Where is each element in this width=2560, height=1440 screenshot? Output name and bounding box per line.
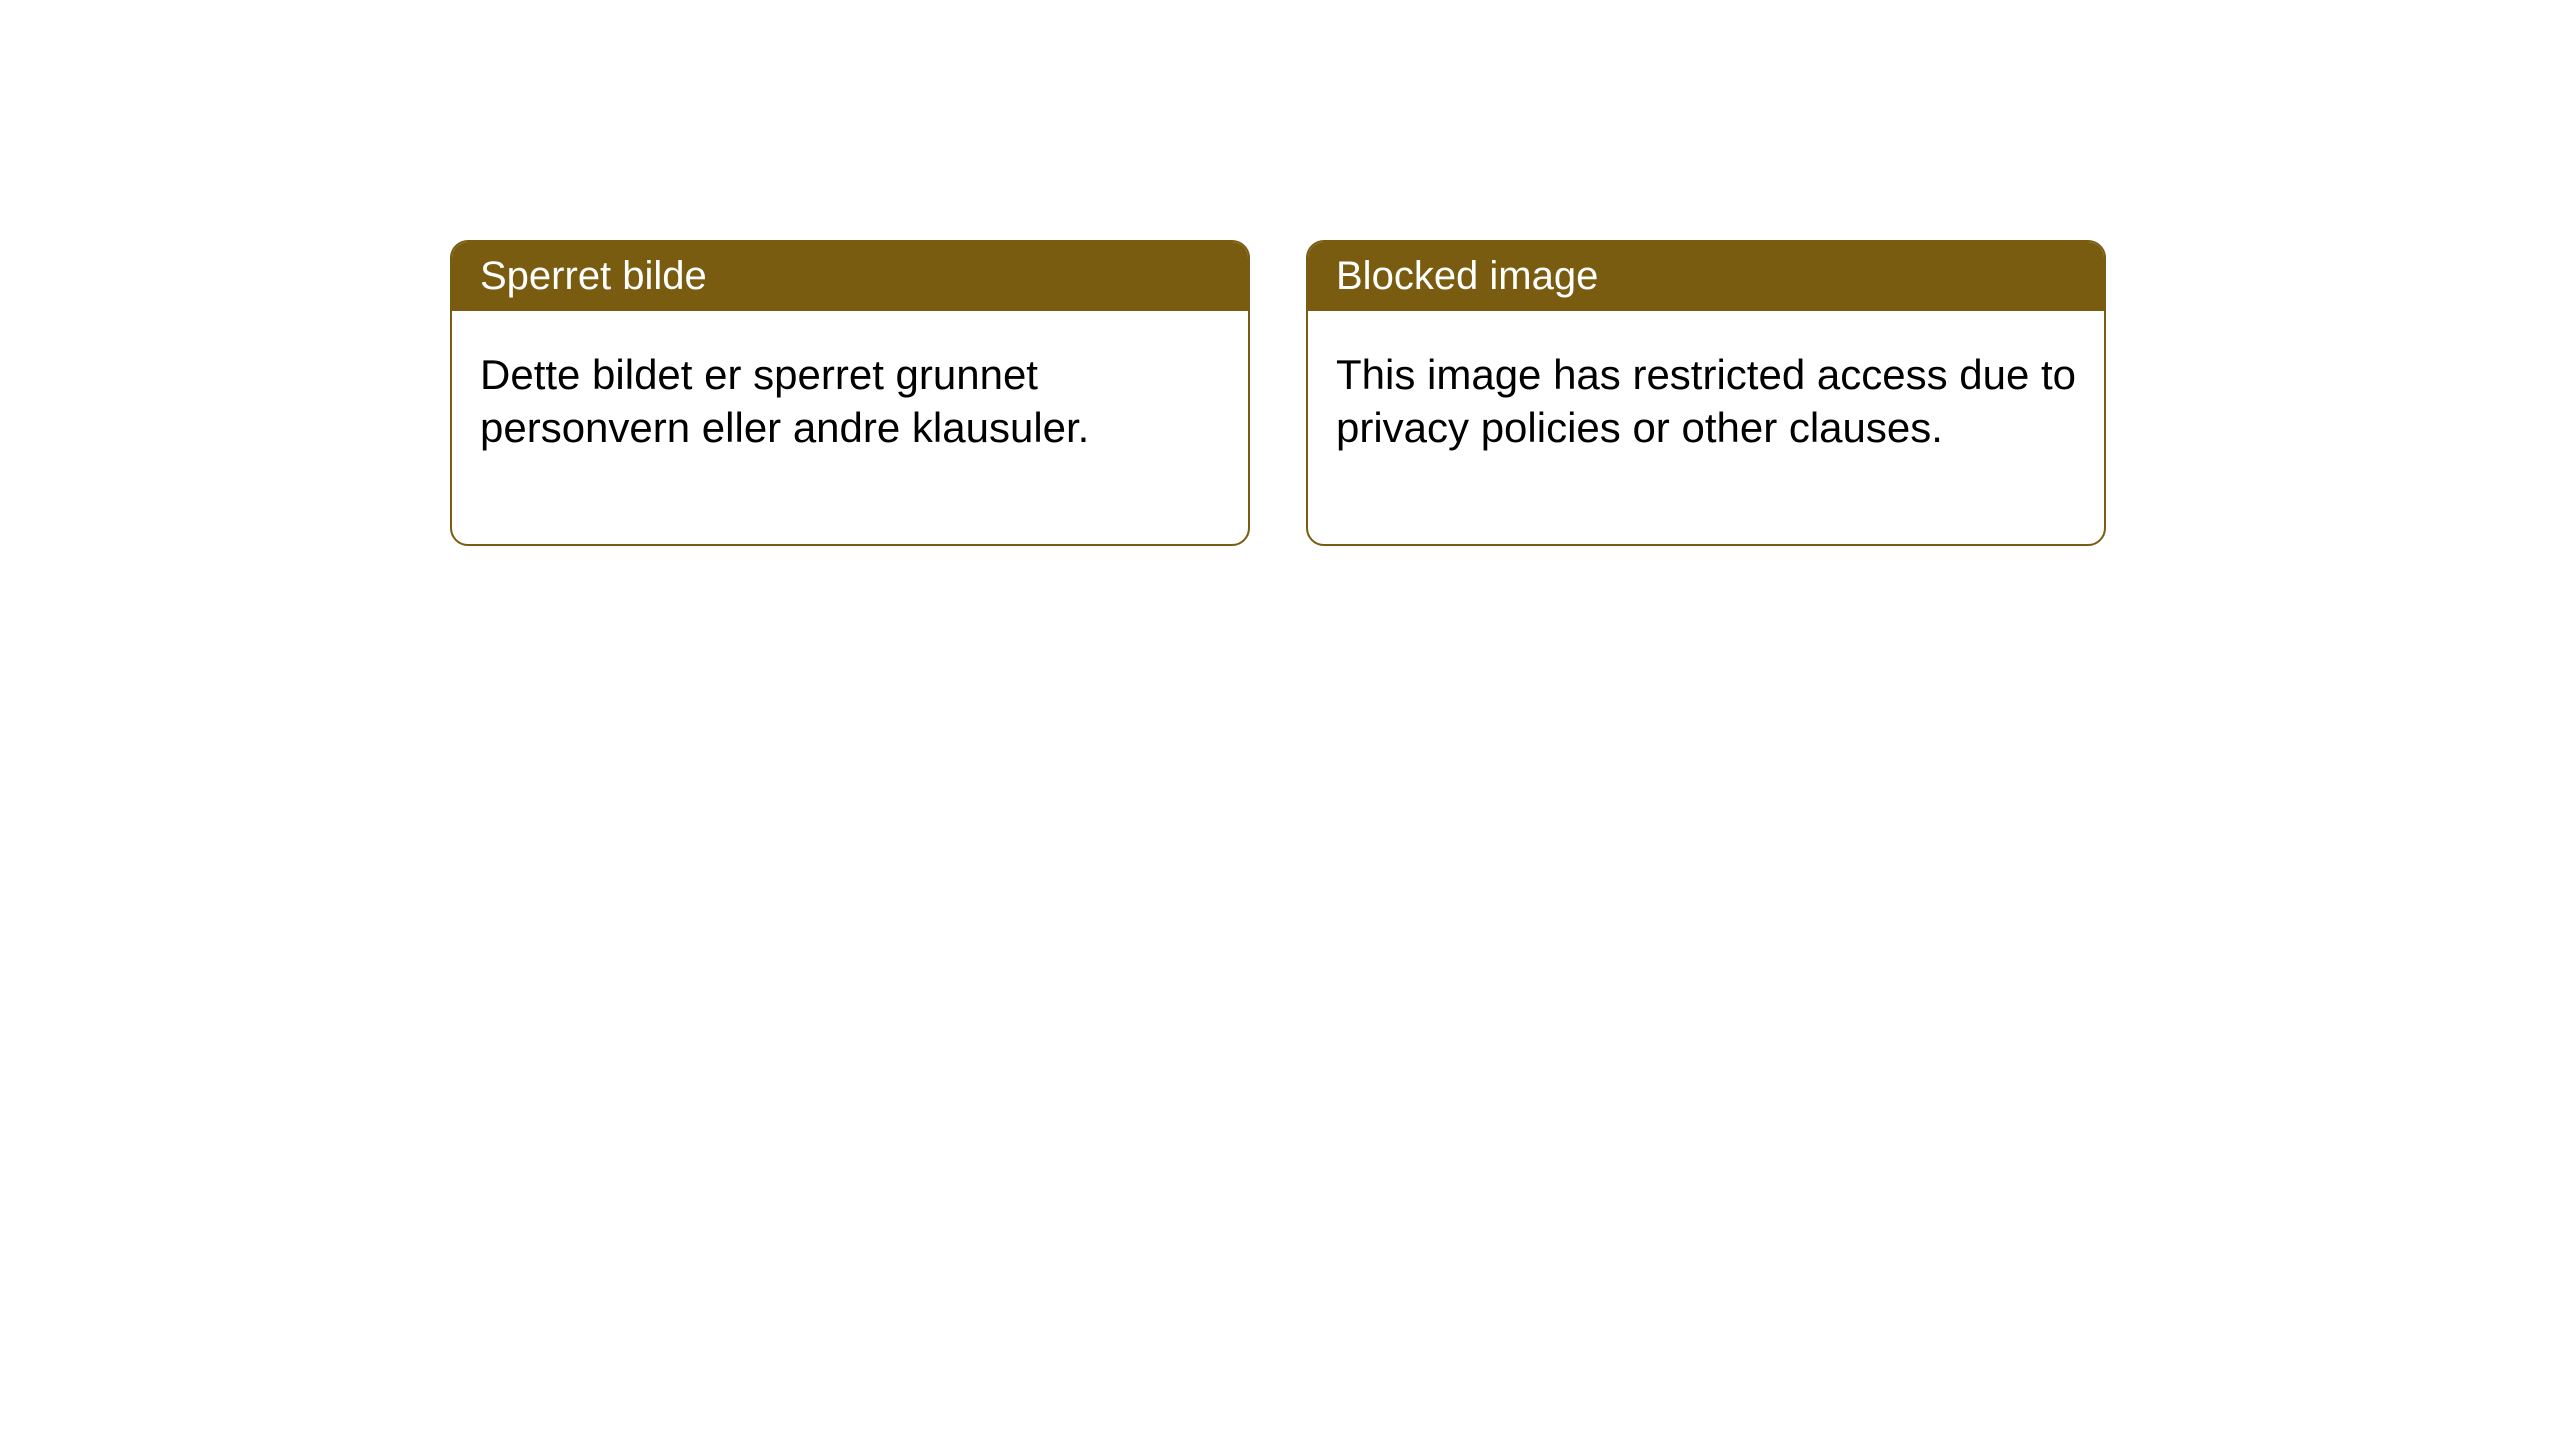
notice-card-english: Blocked image This image has restricted … [1306, 240, 2106, 546]
notice-title-english: Blocked image [1308, 242, 2104, 311]
notice-container: Sperret bilde Dette bildet er sperret gr… [450, 240, 2106, 546]
notice-title-norwegian: Sperret bilde [452, 242, 1248, 311]
notice-card-norwegian: Sperret bilde Dette bildet er sperret gr… [450, 240, 1250, 546]
notice-body-english: This image has restricted access due to … [1308, 311, 2104, 544]
notice-body-norwegian: Dette bildet er sperret grunnet personve… [452, 311, 1248, 544]
